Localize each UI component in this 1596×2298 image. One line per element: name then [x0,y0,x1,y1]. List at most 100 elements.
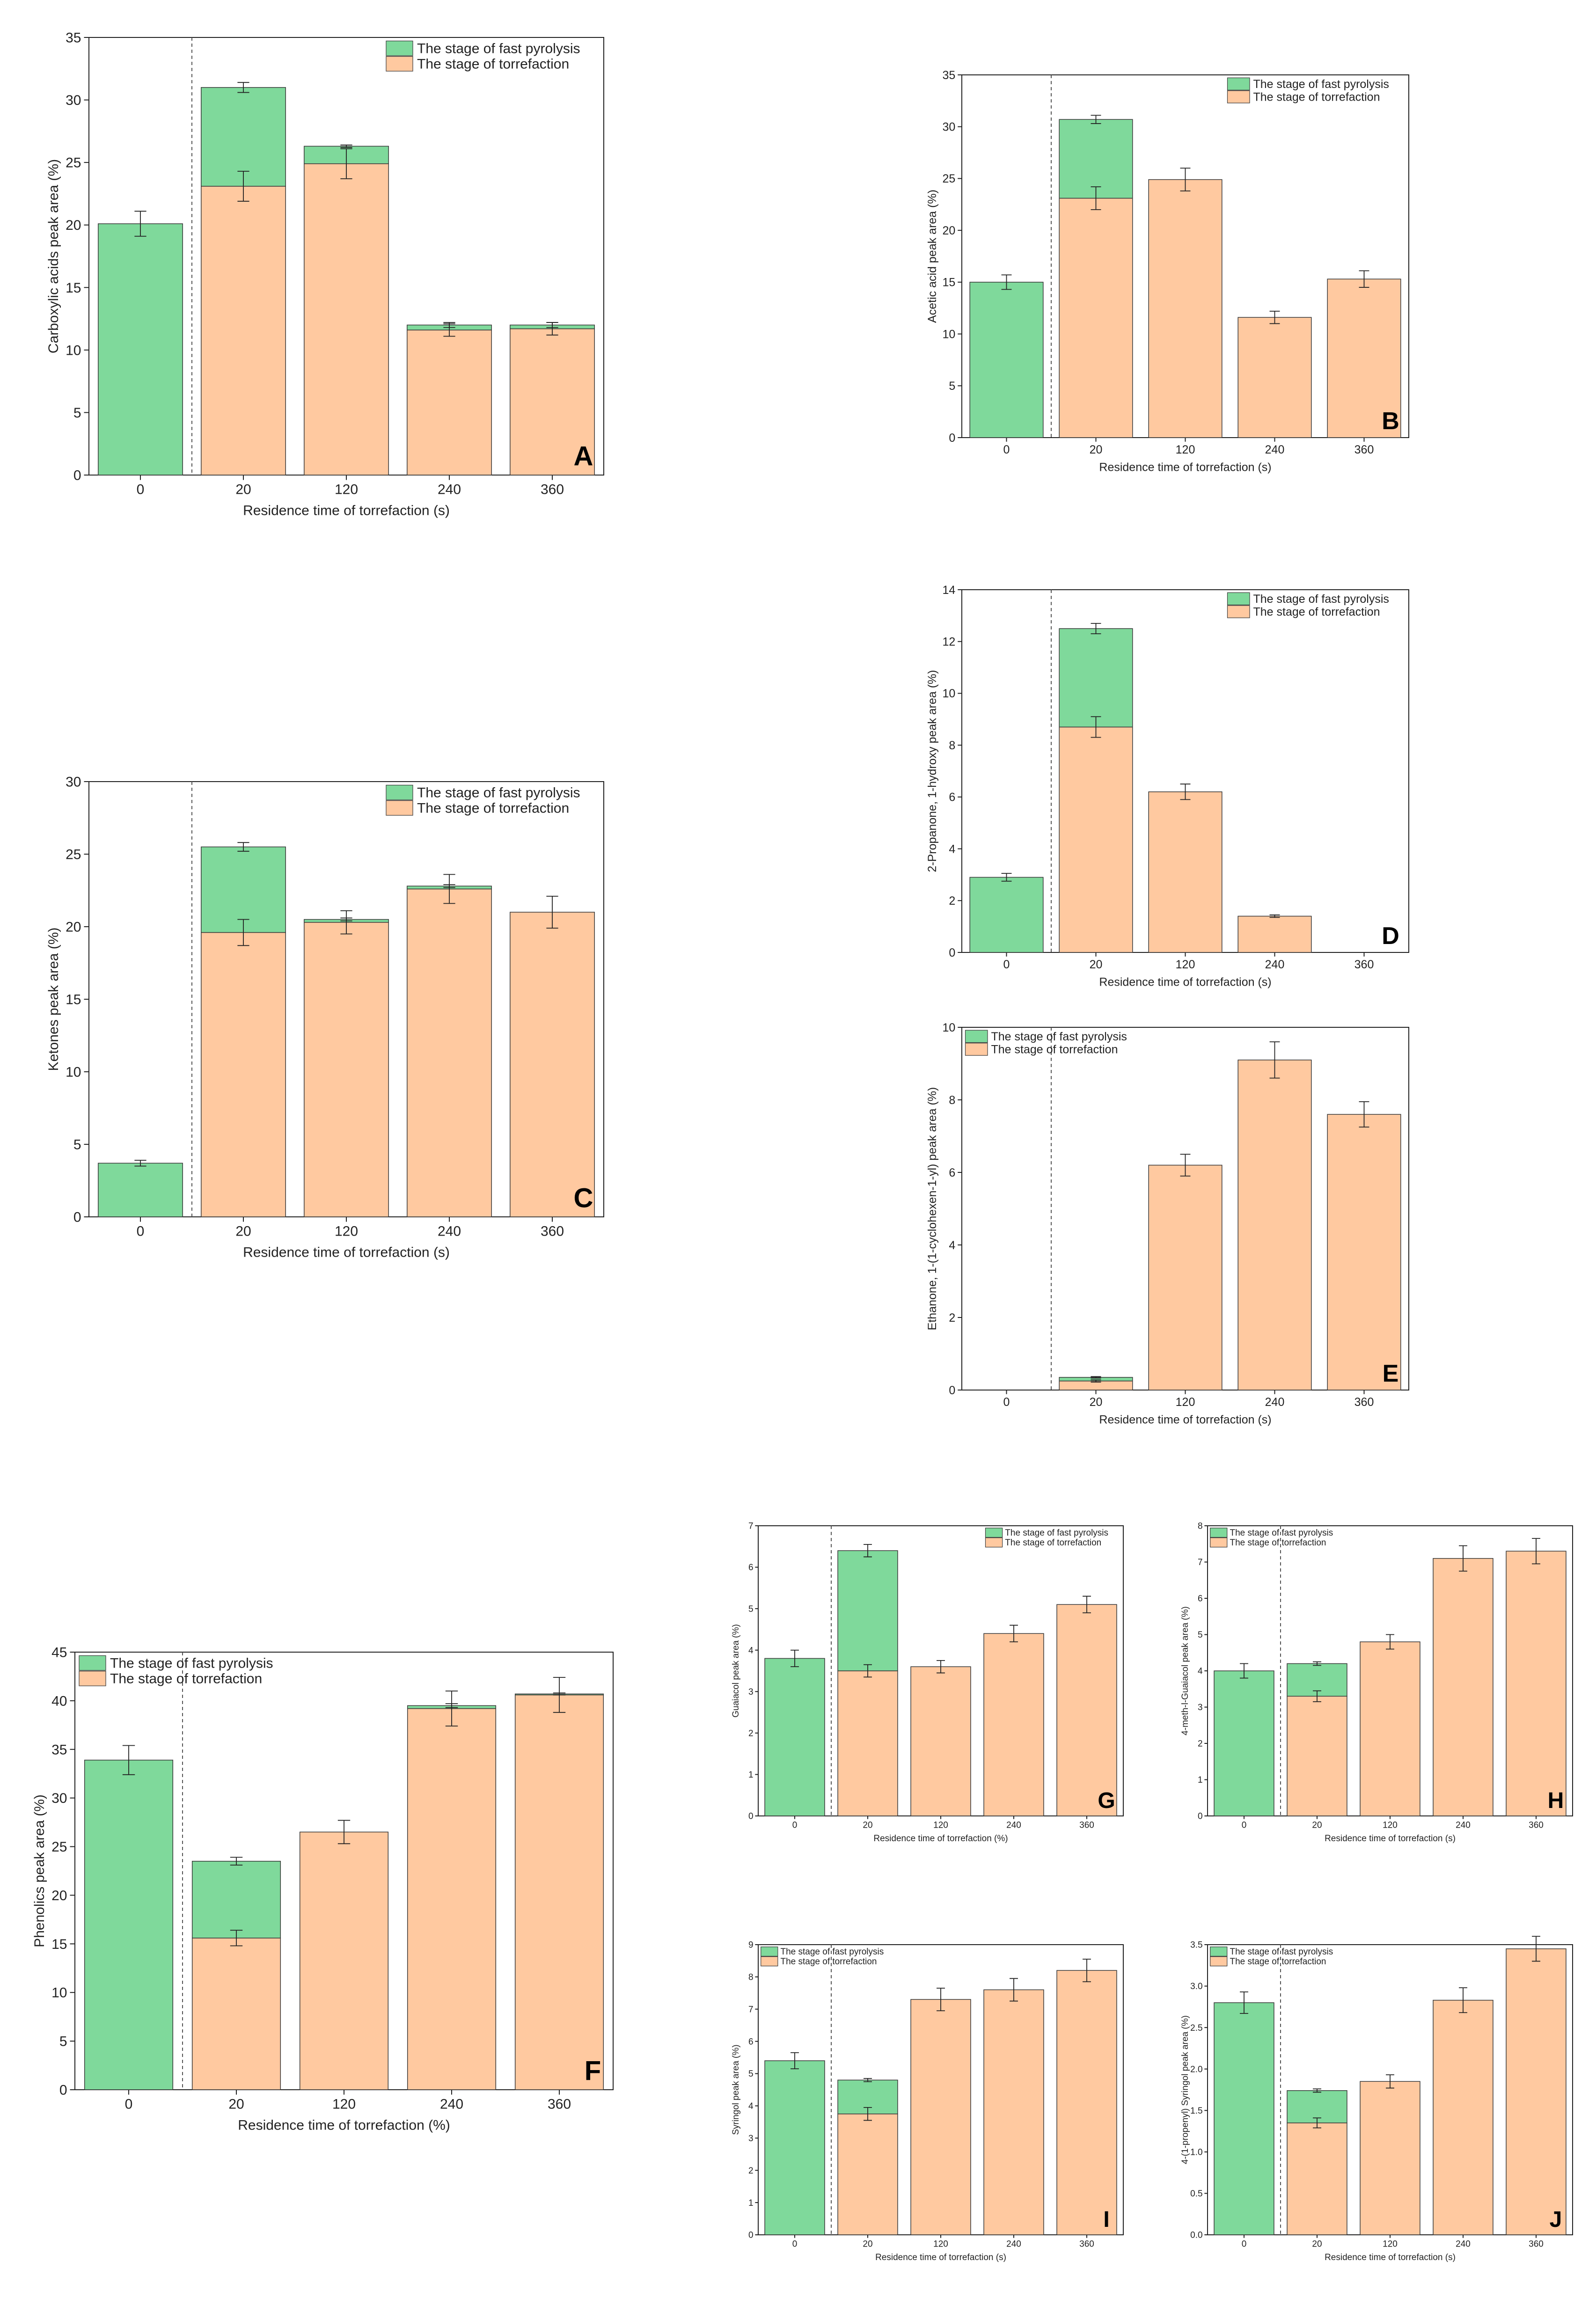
panel-g-xtick-label: 20 [863,1821,872,1830]
panel-c-xtick-label: 0 [137,1224,145,1239]
panel-g-xlabel: Residence time of torrefaction (%) [873,1834,1008,1844]
panel-h-ytick-label: 5 [1198,1630,1203,1640]
panel-j-legend-swatch-fast-pyrolysis [1210,1947,1228,1957]
panel-b-ytick-label: 0 [949,432,955,445]
panel-b-ytick-label: 10 [942,328,955,341]
panel-j-ytick-label: 0.0 [1190,2231,1202,2240]
panel-h-xtick-label: 20 [1312,1821,1322,1830]
panel-a-xlabel: Residence time of torrefaction (s) [243,503,450,519]
panel-f-xtick-label: 240 [440,2097,463,2112]
panel-b: 0 5 10 15 20 25 30 35 0 20 120 240 360 Residence time… [926,69,1409,474]
panel-b-panel-letter: B [1382,408,1399,435]
panel-c-bar-torrefaction [407,888,492,1217]
panel-d-bar-torrefaction [1148,791,1223,953]
panel-c: 0 5 10 15 20 25 30 0 20 120 240 360 Residence time o… [46,775,604,1260]
panel-h-bar-fast-pyrolysis [1214,1670,1274,1816]
panel-i-xtick-label: 20 [863,2239,872,2249]
panel-d-legend-swatch-fast-pyrolysis [1227,592,1250,606]
panel-f-ytick-label: 5 [59,2034,67,2049]
panel-d-ytick-label: 6 [949,791,955,804]
panel-g-ylabel: Guaiacol peak area (%) [731,1624,741,1718]
panel-h-panel-letter: H [1548,1788,1564,1813]
panel-c-ytick-label: 0 [73,1210,81,1225]
panel-f-ytick-label: 10 [51,1985,67,2001]
panel-e-xtick-label: 240 [1265,1396,1285,1409]
panel-f-bar-torrefaction [514,1694,604,2090]
panel-j-xtick-label: 20 [1312,2239,1322,2249]
panel-h-ylabel: 4-meth-l-Guaiacol peak area (%) [1180,1606,1190,1735]
panel-a-legend-label-torrefaction: The stage of torrefaction [417,56,569,72]
panel-i-ytick-label: 3 [748,2134,754,2144]
panel-d-legend-label-torrefaction: The stage of torrefaction [1253,605,1380,618]
panel-g-ytick-label: 5 [748,1604,754,1614]
panel-b-ytick-label: 20 [942,224,955,237]
panel-e-xlabel: Residence time of torrefaction (s) [1099,1413,1271,1426]
panel-c-legend-swatch-torrefaction [386,800,413,816]
panel-j-ytick-label: 2.0 [1190,2064,1202,2074]
panel-j-panel-letter: J [1550,2207,1562,2232]
panel-b-xtick-label: 20 [1090,443,1103,456]
panel-g-bar-torrefaction [983,1633,1044,1816]
panel-c-ytick-label: 20 [66,920,81,935]
panel-d-ylabel: 2-Propanone, 1-hydroxy peak area (%) [926,670,939,872]
panel-b-ytick-label: 30 [942,120,955,133]
panel-c-ytick-label: 10 [66,1065,81,1080]
panel-j-ytick-label: 0.5 [1190,2189,1202,2199]
panel-c-xtick-label: 360 [541,1224,564,1239]
panel-f-ytick-label: 35 [51,1742,67,1757]
panel-d-panel-letter: D [1382,922,1399,950]
panel-c-xtick-label: 120 [335,1224,358,1239]
panel-b-xlabel: Residence time of torrefaction (s) [1099,461,1271,474]
panel-j-xtick-label: 240 [1456,2239,1471,2249]
panel-i-ytick-label: 0 [748,2231,754,2240]
panel-g-legend-swatch-fast-pyrolysis [985,1528,1003,1538]
panel-e-xtick-label: 360 [1354,1396,1374,1409]
panel-c-ylabel: Ketones peak area (%) [46,928,61,1071]
panel-e-ytick-label: 0 [949,1384,955,1397]
panel-h-xtick-label: 120 [1383,1821,1398,1830]
panel-i-ytick-label: 4 [748,2101,754,2111]
panel-g-ytick-label: 1 [748,1770,754,1780]
panel-a-ytick-label: 20 [66,218,81,233]
panel-i-ytick-label: 7 [748,2005,754,2014]
panel-d-xtick-label: 360 [1354,958,1374,971]
panel-e-xtick-label: 0 [1003,1396,1010,1409]
panel-h-ytick-label: 3 [1198,1703,1203,1713]
panel-j-bar-torrefaction [1287,2122,1347,2235]
panel-f-ytick-label: 15 [51,1937,67,1952]
panel-h-ytick-label: 8 [1198,1522,1203,1531]
panel-j: 0.0 0.5 1.0 1.5 2.0 2.5 3.0 3.5 0 20 120 240 360 Resi… [1180,1936,1573,2262]
panel-i-legend-swatch-fast-pyrolysis [761,1947,778,1957]
panel-i-xlabel: Residence time of torrefaction (s) [875,2253,1006,2262]
panel-c-ytick-label: 5 [73,1137,81,1153]
panel-f-xlabel: Residence time of torrefaction (%) [238,2118,450,2133]
panel-e-legend-swatch-fast-pyrolysis [965,1030,988,1043]
panel-e-legend-swatch-torrefaction [965,1043,988,1056]
panel-a-ytick-label: 25 [66,155,81,171]
panel-i-legend-label-torrefaction: The stage of torrefaction [781,1957,877,1967]
panel-c-xlabel: Residence time of torrefaction (s) [243,1245,450,1260]
panel-f: 0 5 10 15 20 25 30 35 40 45 0 20 120 240 360 Residence … [32,1645,614,2133]
panel-g-xtick-label: 360 [1079,1821,1094,1830]
panel-j-ytick-label: 2.5 [1190,2023,1202,2033]
panel-b-xtick-label: 360 [1354,443,1374,456]
panel-i-ytick-label: 6 [748,2037,754,2047]
panel-g-bar-fast-pyrolysis [837,1550,898,1671]
panel-c-ytick-label: 25 [66,847,81,863]
panel-a-ytick-label: 10 [66,343,81,358]
panel-g-bar-fast-pyrolysis [764,1658,825,1816]
panel-f-bar-torrefaction [407,1708,497,2090]
panel-h-ytick-label: 2 [1198,1739,1203,1749]
panel-h-ytick-label: 1 [1198,1775,1203,1785]
panel-b-bar-torrefaction [1237,317,1312,438]
panel-h-legend-swatch-fast-pyrolysis [1210,1528,1228,1538]
panel-f-bar-torrefaction [191,1938,281,2090]
panel-a-ytick-label: 5 [73,405,81,421]
panel-g-bar-torrefaction [1056,1604,1117,1816]
panel-h-bar-torrefaction [1360,1641,1420,1816]
panel-j-ylabel: 4-(1-propenyl) Syringol peak area (%) [1180,2015,1190,2164]
